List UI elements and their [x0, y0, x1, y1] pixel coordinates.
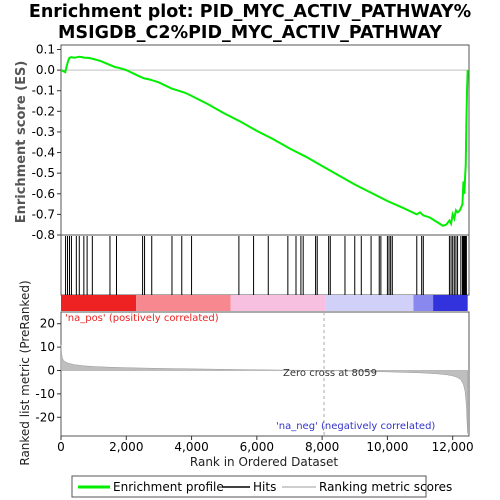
x-tick-label: 6,000 [240, 440, 274, 454]
legend-metric-label: Ranking metric scores [319, 480, 452, 494]
rank-color-segment [413, 295, 434, 311]
es-plot-frame [60, 44, 470, 236]
es-y-tick-label: -0.8 [32, 228, 55, 242]
zero-cross-label: Zero cross at 8059 [283, 368, 377, 379]
es-y-axis-label: Enrichment score (ES) [14, 61, 29, 224]
metric-y-axis: 20 10 0 -10 -20 [35, 317, 61, 424]
metric-y-tick-label: 20 [40, 317, 55, 331]
chart-title-line2: MSIGDB_C2%PID_MYC_ACTIV_PATHWAY [58, 23, 442, 43]
es-y-tick-label: 0.1 [36, 43, 55, 57]
x-tick-label: 0 [57, 440, 65, 454]
chart-title-line1: Enrichment plot: PID_MYC_ACTIV_PATHWAY% [29, 2, 471, 22]
rank-color-segment [433, 295, 468, 311]
rank-color-band [61, 295, 468, 311]
na-pos-label: 'na_pos' (positively correlated) [65, 313, 219, 324]
ranking-metric-area [60, 344, 468, 434]
na-neg-label: 'na_neg' (negatively correlated) [276, 421, 435, 432]
x-tick-label: 2,000 [109, 440, 143, 454]
metric-y-tick-label: 10 [40, 340, 55, 354]
es-y-tick-label: -0.2 [32, 104, 55, 118]
es-y-tick-label: -0.4 [32, 146, 55, 160]
rank-color-segment [325, 295, 414, 311]
rank-color-segment [61, 295, 137, 311]
metric-y-tick-label: 0 [47, 363, 55, 377]
legend-hits-label: Hits [253, 480, 276, 494]
es-y-tick-label: -0.7 [32, 207, 55, 221]
x-tick-label: 4,000 [174, 440, 208, 454]
es-y-tick-label: -0.6 [32, 187, 55, 201]
es-y-axis: 0.1 0.0 -0.1 -0.2 -0.3 -0.4 -0.5 -0.6 -0.7 -0.8 [32, 43, 61, 242]
metric-y-tick-label: -10 [35, 387, 55, 401]
x-tick-label: 10,000 [366, 440, 408, 454]
metric-y-tick-label: -20 [35, 410, 55, 424]
legend-enrichment-profile-label: Enrichment profile [113, 480, 224, 494]
metric-plot-frame [60, 311, 470, 437]
es-y-tick-label: -0.1 [32, 84, 55, 98]
es-y-tick-label: -0.5 [32, 166, 55, 180]
es-y-tick-label: -0.3 [32, 125, 55, 139]
metric-y-axis-label: Ranked list metric (PreRanked) [18, 280, 32, 465]
x-axis-label: Rank in Ordered Dataset [190, 455, 338, 469]
es-y-tick-label: 0.0 [36, 63, 55, 77]
hits-panel-frame [60, 234, 470, 296]
rank-color-segment [136, 295, 231, 311]
enrichment-profile-line [60, 55, 469, 227]
rank-color-segment [230, 295, 326, 311]
x-tick-label: 12,000 [432, 440, 474, 454]
hits-markers [65, 236, 467, 295]
x-tick-label: 8,000 [305, 440, 339, 454]
x-axis: 0 2,000 4,000 6,000 8,000 10,000 12,000 [57, 436, 474, 454]
